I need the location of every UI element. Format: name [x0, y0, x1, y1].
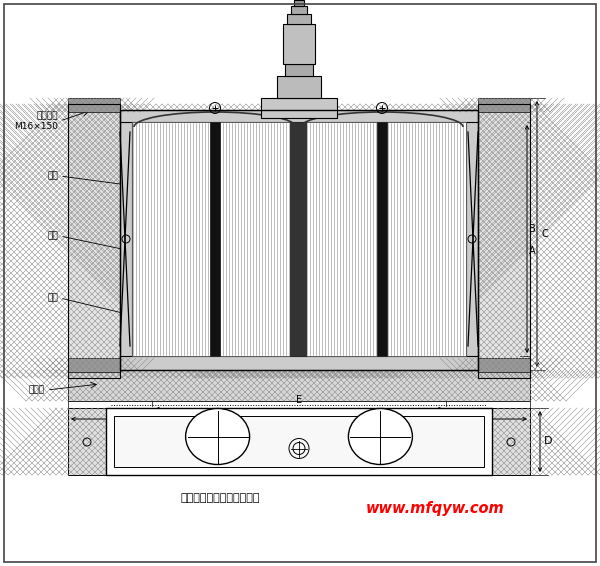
- Bar: [287, 14, 311, 24]
- Bar: [277, 76, 321, 98]
- Bar: [377, 122, 387, 356]
- Ellipse shape: [349, 409, 412, 465]
- Text: B: B: [529, 224, 536, 234]
- Bar: [285, 64, 313, 76]
- Bar: [68, 104, 120, 378]
- Text: 转鼓: 转鼓: [47, 231, 58, 241]
- Bar: [120, 356, 478, 370]
- Bar: [68, 358, 120, 372]
- Bar: [478, 104, 530, 378]
- Bar: [291, 6, 307, 14]
- Text: 栏污槽: 栏污槽: [29, 385, 45, 395]
- Bar: [120, 110, 478, 122]
- Bar: [210, 122, 220, 356]
- Text: 格栅: 格栅: [47, 171, 58, 181]
- Bar: [294, 0, 304, 6]
- Ellipse shape: [185, 409, 250, 465]
- Text: E: E: [522, 358, 527, 367]
- Text: C: C: [541, 229, 548, 239]
- Bar: [68, 370, 530, 401]
- Bar: [478, 98, 530, 112]
- Bar: [478, 104, 530, 378]
- Bar: [106, 408, 492, 475]
- Text: www.mfqyw.com: www.mfqyw.com: [365, 500, 505, 516]
- Text: E: E: [296, 395, 302, 405]
- Bar: [492, 408, 530, 475]
- Bar: [68, 98, 120, 112]
- Bar: [478, 358, 530, 372]
- Text: 膨胀螺栓
M16×150: 膨胀螺栓 M16×150: [14, 112, 58, 131]
- Bar: [261, 98, 337, 118]
- Bar: [466, 110, 478, 370]
- Bar: [132, 122, 466, 356]
- Text: 双鼓粉碎型格栅安装示意图: 双鼓粉碎型格栅安装示意图: [180, 493, 260, 503]
- Text: D: D: [544, 436, 553, 447]
- Bar: [283, 24, 315, 64]
- Text: A: A: [529, 246, 536, 256]
- Bar: [68, 104, 120, 378]
- Bar: [120, 110, 478, 370]
- Text: 导轨: 导轨: [47, 294, 58, 302]
- Bar: [120, 110, 132, 370]
- Bar: [68, 408, 106, 475]
- Bar: [290, 122, 306, 356]
- Bar: [114, 416, 484, 467]
- Text: 渠道宽度G: 渠道宽度G: [284, 421, 314, 431]
